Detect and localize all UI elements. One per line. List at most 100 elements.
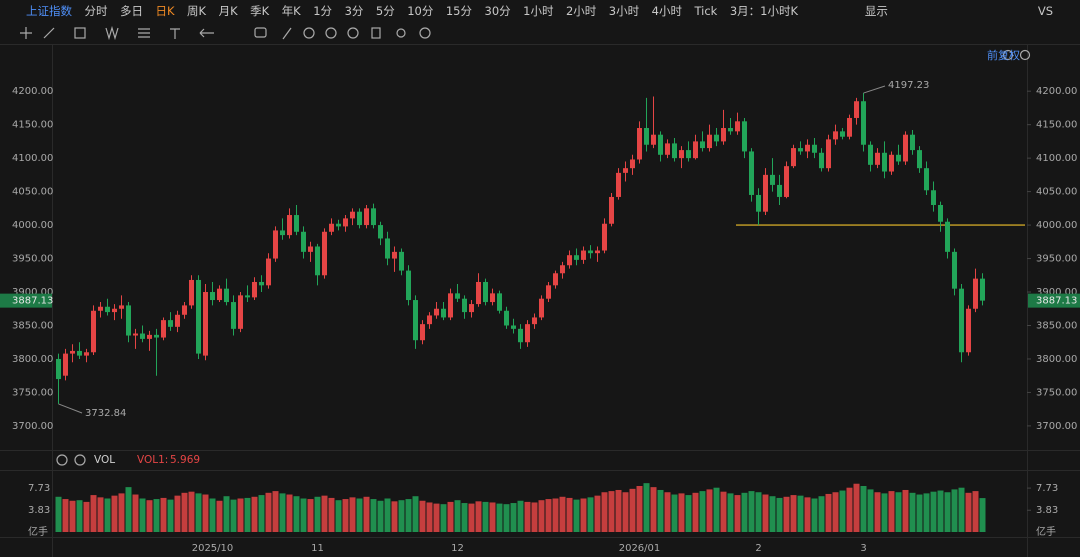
- volume-bar: [874, 492, 881, 532]
- period[interactable]: 3小时: [608, 4, 640, 18]
- adjust-mode[interactable]: 前复权: [987, 48, 1020, 62]
- volume-bar: [545, 499, 552, 532]
- vol-indicator: VOL1:: [137, 454, 168, 466]
- period[interactable]: 月K: [218, 4, 238, 18]
- candle-body: [511, 325, 516, 329]
- volume-bar: [314, 496, 321, 532]
- y-tick-label: 4100.00: [1036, 153, 1077, 164]
- candle-body: [798, 148, 803, 152]
- arrow-tool[interactable]: [199, 28, 214, 38]
- y-tick-label: 3750.00: [1036, 387, 1077, 398]
- period[interactable]: 多日: [120, 4, 143, 18]
- volume-bar: [552, 498, 559, 532]
- period[interactable]: 3月：1小时K: [729, 4, 798, 18]
- link-tool[interactable]: [396, 28, 406, 38]
- drawing-tools[interactable]: [20, 25, 1031, 466]
- ruler-tool[interactable]: [282, 27, 292, 40]
- period[interactable]: 4小时: [651, 4, 682, 18]
- period[interactable]: 日K: [155, 4, 175, 18]
- volume-bar: [174, 495, 181, 532]
- candle-body: [707, 134, 712, 149]
- volume-bar: [650, 487, 657, 532]
- period[interactable]: 15分: [445, 4, 472, 18]
- candle-body: [651, 134, 656, 145]
- period[interactable]: 5分: [375, 4, 395, 18]
- volume-bar: [153, 499, 160, 532]
- display-menu[interactable]: 显示: [864, 4, 888, 18]
- x-tick-label: 11: [311, 543, 324, 554]
- zoom-in[interactable]: [1019, 49, 1031, 61]
- volume-bar: [76, 500, 83, 532]
- volume-bar: [510, 503, 517, 532]
- volume-bar: [181, 492, 188, 532]
- candle-body: [161, 320, 166, 338]
- candle-body: [665, 143, 670, 155]
- shape-tool[interactable]: [74, 27, 86, 39]
- hide-tool[interactable]: [347, 27, 359, 39]
- volume-bar: [587, 497, 594, 532]
- magnet-tool[interactable]: [303, 27, 315, 39]
- y-tick-label: 4200.00: [1036, 86, 1077, 97]
- period[interactable]: Tick: [694, 4, 718, 18]
- last-price-label: 3887.13: [1036, 296, 1077, 307]
- y-tick-label: 3950.00: [1036, 254, 1077, 265]
- candle-body: [658, 134, 663, 155]
- note-tool[interactable]: [254, 27, 267, 38]
- y-tick-label: 4050.00: [1036, 187, 1077, 198]
- candle-body: [140, 333, 145, 339]
- wave-tool[interactable]: [105, 25, 119, 41]
- candle-body: [700, 141, 705, 149]
- period[interactable]: 3分: [344, 4, 364, 18]
- candle-body: [413, 300, 418, 341]
- vol-settings[interactable]: [56, 454, 68, 466]
- volume-bar: [461, 503, 468, 532]
- candle-body: [231, 302, 236, 329]
- crosshair-tool[interactable]: [20, 27, 32, 39]
- candle-body: [77, 350, 82, 356]
- candle-body: [539, 298, 544, 318]
- volume-bar: [853, 483, 860, 532]
- compare[interactable]: VS: [1037, 4, 1053, 18]
- settings-tool[interactable]: [419, 27, 431, 39]
- candle-body: [147, 334, 152, 339]
- candle-body: [273, 230, 278, 259]
- candle-body: [616, 172, 621, 197]
- period[interactable]: 年K: [281, 4, 301, 18]
- y-tick-label: 4100.00: [12, 153, 53, 164]
- volume-bar: [426, 502, 433, 532]
- candle-body: [154, 334, 159, 338]
- last-price-box: [0, 293, 52, 308]
- period[interactable]: 周K: [187, 4, 207, 18]
- candle-body: [819, 152, 824, 169]
- fib-tool[interactable]: [138, 28, 150, 38]
- line-tool[interactable]: [43, 27, 55, 39]
- measure-tool[interactable]: [170, 28, 180, 39]
- volume-bar: [958, 487, 965, 532]
- volume-bar: [706, 489, 713, 532]
- zoom-out[interactable]: [1002, 49, 1014, 61]
- volume-bar: [524, 501, 531, 532]
- candle-body: [448, 293, 453, 318]
- candle-body: [945, 221, 950, 252]
- candle-body: [462, 298, 467, 313]
- candle-body: [259, 281, 264, 286]
- vol-close[interactable]: [74, 454, 86, 466]
- volume-bar: [643, 483, 650, 532]
- y-tick-label: 4150.00: [1036, 120, 1077, 131]
- period[interactable]: 1分: [313, 4, 333, 18]
- period[interactable]: 30分: [484, 4, 511, 18]
- volume-bar: [951, 489, 958, 532]
- period[interactable]: 分时: [84, 4, 108, 18]
- volume-bar: [678, 493, 685, 532]
- period[interactable]: 10分: [407, 4, 434, 18]
- period[interactable]: 1小时: [523, 4, 554, 18]
- candle-body: [546, 285, 551, 299]
- period[interactable]: 2小时: [565, 4, 597, 18]
- period[interactable]: 季K: [250, 4, 270, 18]
- symbol[interactable]: 上证指数: [26, 4, 72, 18]
- candle-body: [504, 310, 509, 326]
- delete-tool[interactable]: [371, 27, 381, 39]
- y-tick-label: 3850.00: [1036, 320, 1077, 331]
- lock-tool[interactable]: [325, 27, 337, 39]
- volume-bar: [531, 502, 538, 532]
